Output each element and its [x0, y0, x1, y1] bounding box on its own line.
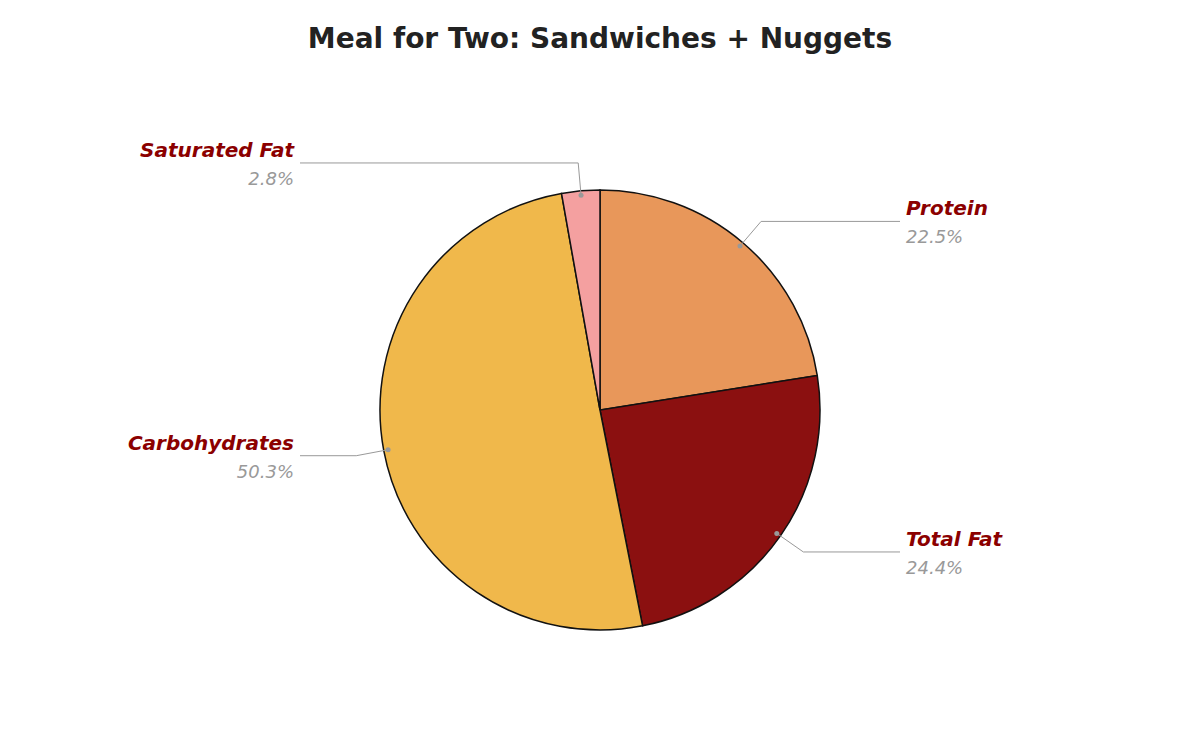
slice-label: Saturated Fat: [140, 138, 295, 162]
pie-slice: [600, 190, 817, 410]
chart-container: Meal for Two: Sandwiches + Nuggets Protei…: [0, 0, 1200, 742]
annotations: Protein 22.5% Total Fat 24.4% Carbohydrates 5…: [128, 138, 1004, 578]
leader-line: [740, 221, 900, 246]
data-label: 2.8%: [248, 168, 294, 189]
data-label: 22.5%: [906, 226, 963, 247]
slice-label: Protein: [906, 196, 988, 220]
leader-line: [300, 163, 581, 195]
data-label: 24.4%: [906, 557, 963, 578]
slice-label: Carbohydrates: [128, 431, 294, 455]
data-label: 50.3%: [237, 461, 294, 482]
leader-dot: [774, 531, 779, 536]
leader-line: [300, 450, 388, 456]
chart-svg: Meal for Two: Sandwiches + Nuggets Protei…: [0, 0, 1200, 742]
leader-dot: [738, 244, 743, 249]
slice-label: Total Fat: [906, 527, 1004, 551]
title: Meal for Two: Sandwiches + Nuggets: [308, 22, 892, 55]
leader-dot: [386, 447, 391, 452]
leader-dot: [579, 193, 584, 198]
pie-slice: [380, 193, 643, 630]
leader-line: [777, 533, 900, 552]
pie: [380, 190, 820, 630]
pie-slice: [561, 190, 600, 410]
